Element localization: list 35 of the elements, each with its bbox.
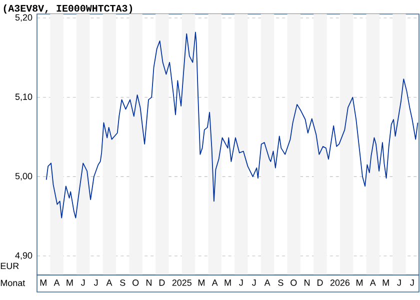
line-series	[46, 32, 418, 218]
x-tick-label: M	[198, 280, 204, 286]
x-tick-label: 2026	[330, 280, 350, 286]
x-axis-title: Monat	[0, 280, 26, 286]
x-tick-label: N	[146, 280, 152, 286]
x-tick-label: A	[264, 280, 270, 286]
y-axis-title: EUR	[0, 262, 19, 270]
x-tick-label: M	[40, 280, 46, 286]
x-tick-label: N	[304, 280, 310, 286]
x-tick-label: O	[132, 280, 139, 286]
x-tick-label: M	[66, 280, 73, 286]
y-tick-label: 5,10	[15, 94, 32, 101]
x-tick-label: D	[317, 280, 323, 286]
chart-title: (A3EV8V, IE000WHTCTA3)	[4, 4, 132, 14]
x-tick-label: 2025	[172, 280, 192, 286]
y-tick-label: 5,20	[15, 14, 32, 22]
x-tick-label: J	[239, 280, 243, 286]
x-tick-label: J	[94, 280, 98, 286]
x-tick-label: J	[410, 280, 414, 286]
x-tick-label: J	[252, 280, 256, 286]
x-tick-label: A	[212, 280, 218, 286]
x-tick-label: S	[278, 280, 284, 286]
x-tick-label: M	[382, 280, 389, 286]
x-tick-label: M	[356, 280, 363, 286]
y-tick-label: 5,00	[15, 172, 32, 180]
x-tick-label: S	[120, 280, 126, 286]
y-tick-label: 4,90	[15, 252, 32, 260]
x-tick-label: J	[397, 280, 401, 286]
x-tick-label: J	[81, 280, 85, 286]
x-tick-label: A	[106, 280, 112, 286]
x-tick-label: M	[224, 280, 231, 286]
x-tick-label: A	[370, 280, 376, 286]
x-tick-label: A	[54, 280, 60, 286]
x-tick-label: D	[159, 280, 165, 286]
x-tick-label: O	[290, 280, 297, 286]
